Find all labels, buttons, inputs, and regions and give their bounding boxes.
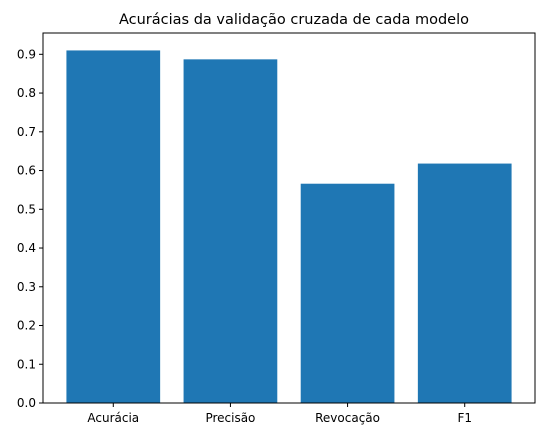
bar-3: [417, 163, 512, 403]
x-tick-label-3: F1: [457, 411, 472, 425]
x-axis: Acurácia Precisão Revocação F1: [87, 403, 472, 425]
y-tick-label-2: 0.2: [17, 319, 36, 333]
y-tick-label-3: 0.3: [17, 280, 36, 294]
y-tick-label-6: 0.6: [17, 164, 36, 178]
y-tick-label-1: 0.1: [17, 357, 36, 371]
bar-1: [183, 59, 278, 403]
y-tick-label-0: 0.0: [17, 396, 36, 410]
y-tick-label-9: 0.9: [17, 47, 36, 61]
y-tick-label-4: 0.4: [17, 241, 36, 255]
y-tick-label-7: 0.7: [17, 125, 36, 139]
x-tick-label-2: Revocação: [315, 411, 380, 425]
plot-frame: [42, 32, 536, 404]
bar-0: [66, 50, 161, 403]
y-axis: 0.0 0.1 0.2 0.3 0.4 0.5 0.6 0.7 0.8 0.9: [17, 47, 43, 410]
y-tick-label-8: 0.8: [17, 86, 36, 100]
y-tick-label-5: 0.5: [17, 202, 36, 216]
chart-title: Acurácias da validação cruzada de cada m…: [119, 12, 469, 28]
x-tick-label-1: Precisão: [205, 411, 255, 425]
x-tick-label-0: Acurácia: [87, 411, 139, 425]
bars-group: [66, 50, 512, 403]
bar-2: [300, 183, 395, 403]
